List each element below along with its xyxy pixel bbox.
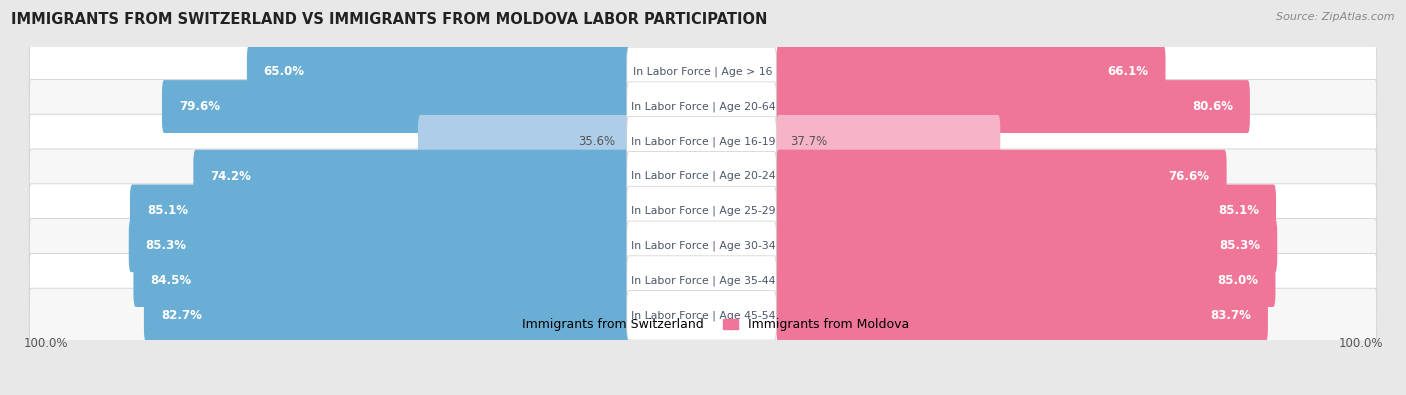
Text: IMMIGRANTS FROM SWITZERLAND VS IMMIGRANTS FROM MOLDOVA LABOR PARTICIPATION: IMMIGRANTS FROM SWITZERLAND VS IMMIGRANT… [11,12,768,27]
Text: In Labor Force | Age 20-64: In Labor Force | Age 20-64 [631,101,775,112]
Text: 74.2%: 74.2% [211,169,252,182]
Text: 79.6%: 79.6% [179,100,219,113]
Text: 76.6%: 76.6% [1168,169,1209,182]
FancyBboxPatch shape [627,47,776,96]
FancyBboxPatch shape [129,219,630,272]
Text: 85.1%: 85.1% [1218,205,1260,218]
Text: In Labor Force | Age 35-44: In Labor Force | Age 35-44 [631,275,775,286]
FancyBboxPatch shape [247,45,630,98]
FancyBboxPatch shape [627,186,776,236]
FancyBboxPatch shape [30,184,1376,238]
Text: 82.7%: 82.7% [160,309,201,322]
FancyBboxPatch shape [776,80,1250,133]
FancyBboxPatch shape [776,254,1275,307]
Text: In Labor Force | Age 45-54: In Labor Force | Age 45-54 [631,310,775,321]
FancyBboxPatch shape [627,117,776,166]
FancyBboxPatch shape [134,254,630,307]
FancyBboxPatch shape [776,115,1000,168]
Text: In Labor Force | Age 30-34: In Labor Force | Age 30-34 [631,241,775,251]
Text: 66.1%: 66.1% [1108,65,1149,78]
Text: 100.0%: 100.0% [1339,337,1382,350]
FancyBboxPatch shape [194,150,630,203]
Text: 83.7%: 83.7% [1211,309,1251,322]
FancyBboxPatch shape [30,79,1376,134]
FancyBboxPatch shape [30,254,1376,308]
Text: 85.3%: 85.3% [1219,239,1260,252]
Text: 85.0%: 85.0% [1218,274,1258,287]
FancyBboxPatch shape [30,114,1376,169]
FancyBboxPatch shape [30,218,1376,273]
Text: In Labor Force | Age 25-29: In Labor Force | Age 25-29 [631,206,775,216]
Text: 65.0%: 65.0% [264,65,305,78]
FancyBboxPatch shape [143,289,630,342]
FancyBboxPatch shape [776,219,1277,272]
Text: Source: ZipAtlas.com: Source: ZipAtlas.com [1277,12,1395,22]
FancyBboxPatch shape [627,151,776,201]
FancyBboxPatch shape [776,289,1268,342]
FancyBboxPatch shape [30,45,1376,99]
FancyBboxPatch shape [30,288,1376,342]
FancyBboxPatch shape [776,45,1166,98]
Text: 37.7%: 37.7% [790,135,828,148]
Text: 35.6%: 35.6% [579,135,616,148]
Legend: Immigrants from Switzerland, Immigrants from Moldova: Immigrants from Switzerland, Immigrants … [492,313,914,337]
Text: In Labor Force | Age 16-19: In Labor Force | Age 16-19 [631,136,775,147]
FancyBboxPatch shape [776,184,1277,237]
Text: In Labor Force | Age > 16: In Labor Force | Age > 16 [633,66,773,77]
Text: 84.5%: 84.5% [150,274,191,287]
Text: 85.3%: 85.3% [146,239,187,252]
Text: 80.6%: 80.6% [1192,100,1233,113]
Text: In Labor Force | Age 20-24: In Labor Force | Age 20-24 [631,171,775,181]
FancyBboxPatch shape [627,256,776,305]
FancyBboxPatch shape [627,291,776,340]
Text: 85.1%: 85.1% [146,205,188,218]
FancyBboxPatch shape [162,80,630,133]
FancyBboxPatch shape [129,184,630,237]
FancyBboxPatch shape [30,149,1376,203]
Text: 100.0%: 100.0% [24,337,67,350]
FancyBboxPatch shape [776,150,1226,203]
FancyBboxPatch shape [627,82,776,131]
FancyBboxPatch shape [627,221,776,271]
FancyBboxPatch shape [418,115,630,168]
